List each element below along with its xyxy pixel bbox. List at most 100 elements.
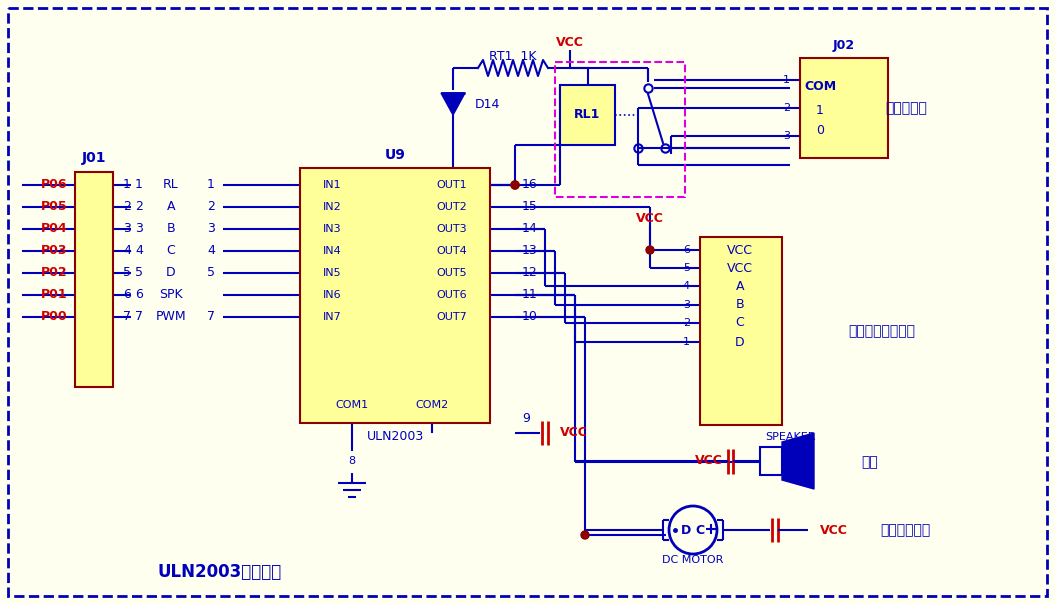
Text: DC MOTOR: DC MOTOR [663, 555, 724, 565]
Text: C: C [167, 245, 175, 257]
Text: OUT6: OUT6 [437, 290, 467, 300]
Text: J01: J01 [81, 151, 107, 165]
Text: P02: P02 [40, 266, 68, 280]
Text: 15: 15 [522, 201, 538, 213]
Text: U9: U9 [385, 148, 405, 162]
Text: 继电器接口: 继电器接口 [885, 101, 927, 115]
Text: D: D [680, 524, 691, 536]
Text: OUT7: OUT7 [437, 312, 467, 322]
Text: PWM: PWM [156, 310, 187, 324]
Bar [760, 447, 782, 475]
Text: 1: 1 [817, 103, 824, 117]
Text: COM2: COM2 [416, 400, 448, 410]
Text: OUT1: OUT1 [437, 180, 467, 190]
Text: VCC: VCC [695, 454, 723, 467]
Text: 12: 12 [522, 266, 538, 280]
Text: IN7: IN7 [323, 312, 342, 322]
Text: IN4: IN4 [323, 246, 342, 256]
Text: 7: 7 [123, 310, 131, 324]
Text: OUT4: OUT4 [437, 246, 467, 256]
Text: RT1  1K: RT1 1K [490, 50, 537, 62]
Text: 4: 4 [207, 245, 215, 257]
Text: 5: 5 [123, 266, 131, 280]
Text: OUT2: OUT2 [437, 202, 467, 212]
Text: 1: 1 [683, 337, 690, 347]
Text: C: C [695, 524, 705, 536]
Text: IN2: IN2 [323, 202, 342, 212]
Text: VCC: VCC [560, 426, 588, 440]
Text: D: D [167, 266, 176, 280]
Text: B: B [735, 298, 745, 312]
Text: OUT5: OUT5 [437, 268, 467, 278]
Text: 3: 3 [135, 222, 142, 236]
Text: 2: 2 [135, 201, 142, 213]
Text: B: B [167, 222, 175, 236]
Text: 3: 3 [783, 131, 790, 141]
Text: 5: 5 [207, 266, 215, 280]
Text: 11: 11 [522, 289, 538, 301]
Text: 6: 6 [683, 245, 690, 255]
Text: 9: 9 [522, 411, 530, 425]
Text: IN1: IN1 [323, 180, 342, 190]
Text: 1: 1 [207, 179, 215, 191]
Text: 3: 3 [207, 222, 215, 236]
Text: 3: 3 [123, 222, 131, 236]
Bar [701, 237, 782, 425]
Text: A: A [735, 280, 744, 292]
Circle shape [646, 246, 654, 254]
Text: 5: 5 [683, 263, 690, 273]
Text: COM: COM [804, 80, 836, 92]
Text: P00: P00 [40, 310, 68, 324]
Text: 7: 7 [207, 310, 215, 324]
Circle shape [581, 531, 589, 539]
Text: 8: 8 [348, 456, 356, 466]
Text: 1: 1 [783, 75, 790, 85]
Text: 2: 2 [123, 201, 131, 213]
Text: 步进电机驱动接口: 步进电机驱动接口 [848, 324, 916, 338]
Text: D: D [735, 335, 745, 349]
Text: 4: 4 [683, 281, 690, 291]
Bar [560, 85, 615, 145]
Text: SPK: SPK [159, 289, 183, 301]
Text: P04: P04 [40, 222, 68, 236]
Bar [75, 172, 113, 387]
Text: ULN2003: ULN2003 [366, 429, 424, 443]
Text: 1: 1 [123, 179, 131, 191]
Text: 0: 0 [816, 123, 824, 137]
Bar [300, 168, 490, 423]
Text: J02: J02 [833, 39, 855, 51]
Polygon shape [782, 433, 814, 489]
Text: ULN2003驱动电路: ULN2003驱动电路 [158, 563, 282, 581]
Text: COM1: COM1 [335, 400, 368, 410]
Text: 6: 6 [135, 289, 142, 301]
Text: VCC: VCC [556, 36, 583, 48]
Text: 14: 14 [522, 222, 538, 236]
Text: 10: 10 [522, 310, 538, 324]
Text: 直流电机接口: 直流电机接口 [880, 523, 931, 537]
Text: 3: 3 [683, 300, 690, 310]
Text: VCC: VCC [727, 262, 753, 274]
Text: IN3: IN3 [323, 224, 342, 234]
Text: C: C [735, 316, 745, 330]
Text: P03: P03 [40, 245, 68, 257]
Bar [555, 62, 685, 197]
Text: A: A [167, 201, 175, 213]
Text: D14: D14 [475, 98, 500, 112]
Circle shape [511, 181, 519, 189]
Text: SPEAKER: SPEAKER [765, 432, 816, 442]
Text: RL1: RL1 [574, 109, 600, 121]
Text: 4: 4 [123, 245, 131, 257]
Text: 喘叭: 喘叭 [862, 455, 879, 469]
Text: 1: 1 [135, 179, 142, 191]
Text: P05: P05 [40, 201, 68, 213]
Text: 16: 16 [522, 179, 538, 191]
Text: VCC: VCC [727, 243, 753, 257]
Text: 4: 4 [135, 245, 142, 257]
Text: 5: 5 [135, 266, 143, 280]
Text: OUT3: OUT3 [437, 224, 467, 234]
Text: VCC: VCC [820, 524, 848, 536]
Text: 2: 2 [207, 201, 215, 213]
Text: P01: P01 [40, 289, 68, 301]
Polygon shape [441, 93, 465, 115]
Circle shape [511, 181, 519, 189]
